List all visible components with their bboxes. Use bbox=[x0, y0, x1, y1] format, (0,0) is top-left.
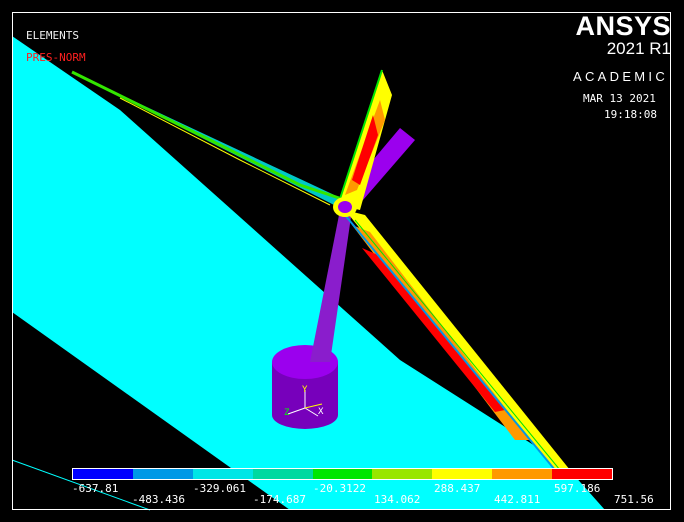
blade-down bbox=[344, 210, 570, 471]
tower-shaft bbox=[310, 210, 352, 362]
blade-up bbox=[337, 69, 392, 210]
legend-tick: -329.061 bbox=[193, 482, 246, 495]
license-label: ACADEMIC bbox=[573, 69, 669, 84]
legend-tick: -174.687 bbox=[253, 493, 306, 506]
time-stamp: 19:18:08 bbox=[604, 108, 657, 121]
triad-z-label: Z bbox=[284, 408, 290, 418]
legend-tick: 751.56 bbox=[614, 493, 654, 506]
legend-tick: 597.186 bbox=[554, 482, 601, 495]
contour-color-cell bbox=[432, 469, 493, 479]
ansys-logo: ANSYS 2021 R1 bbox=[575, 12, 672, 58]
ground-plane bbox=[12, 36, 605, 510]
triad-y-label: Y bbox=[302, 385, 308, 395]
ground-edge-line bbox=[11, 459, 151, 511]
triad-x-label: X bbox=[318, 407, 324, 417]
legend-tick: 288.437 bbox=[434, 482, 481, 495]
legend-tick: -637.81 bbox=[72, 482, 119, 495]
rotor-hub bbox=[333, 197, 357, 217]
date-stamp: MAR 13 2021 bbox=[583, 92, 656, 105]
contour-color-cell bbox=[312, 469, 373, 479]
contour-legend bbox=[72, 468, 613, 480]
logo-name: ANSYS bbox=[575, 11, 671, 41]
coordinate-triad bbox=[287, 390, 323, 417]
blade-left bbox=[71, 70, 346, 208]
contour-color-cell bbox=[192, 469, 253, 479]
contour-color-cell bbox=[492, 469, 553, 479]
legend-tick: 134.062 bbox=[374, 493, 421, 506]
logo-release: 2021 R1 bbox=[606, 39, 671, 58]
legend-tick: -20.3122 bbox=[313, 482, 366, 495]
contour-color-cell bbox=[73, 469, 133, 479]
contour-color-cell bbox=[372, 469, 433, 479]
plot-type-label: ELEMENTS bbox=[26, 29, 79, 42]
contour-color-cell bbox=[132, 469, 193, 479]
contour-color-bar bbox=[72, 468, 613, 480]
legend-tick: 442.811 bbox=[494, 493, 541, 506]
legend-tick: -483.436 bbox=[132, 493, 185, 506]
result-item-label: PRES-NORM bbox=[26, 51, 86, 64]
contour-color-cell bbox=[252, 469, 313, 479]
contour-color-cell bbox=[552, 469, 613, 479]
